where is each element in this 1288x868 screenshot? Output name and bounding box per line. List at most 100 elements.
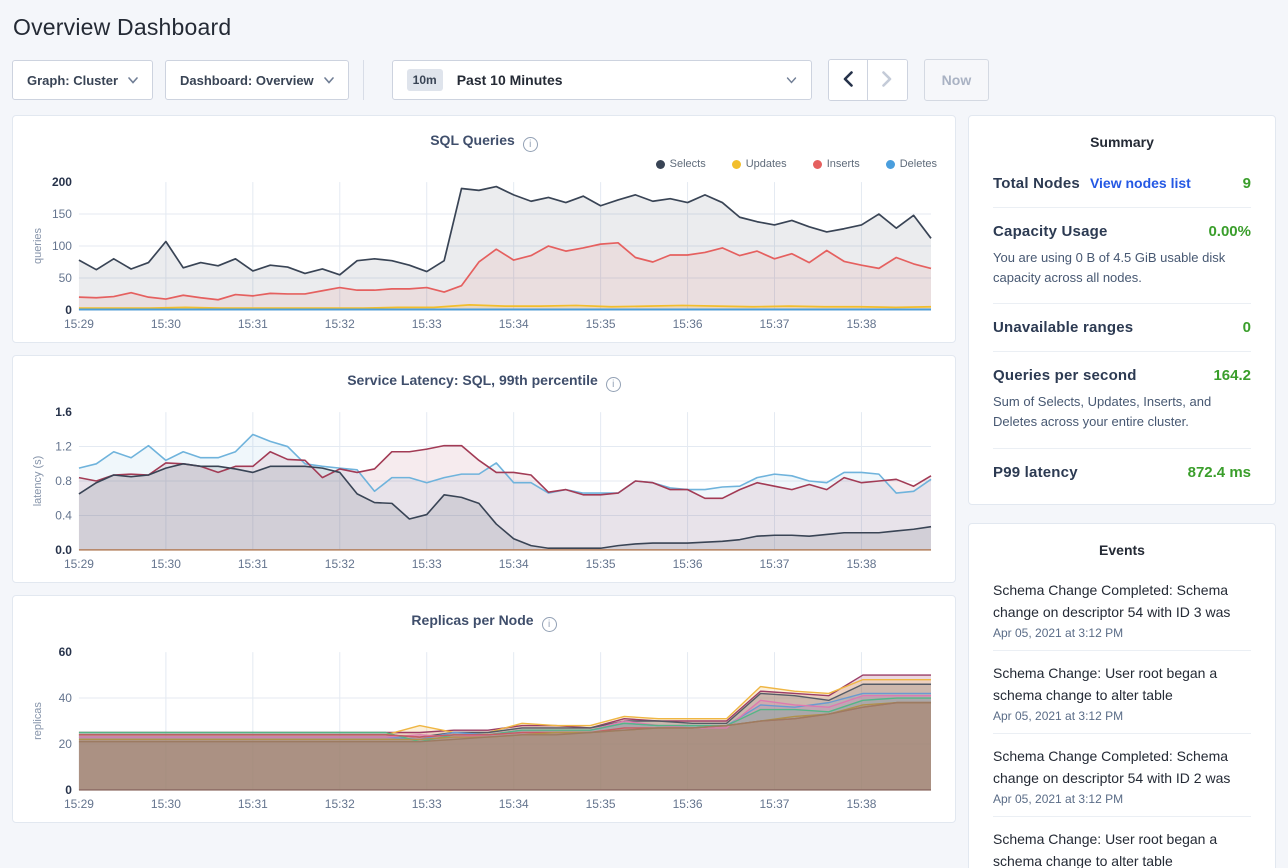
- svg-text:15:32: 15:32: [325, 797, 355, 811]
- svg-text:15:36: 15:36: [673, 797, 703, 811]
- svg-text:40: 40: [59, 691, 73, 705]
- chevron-down-icon: [323, 76, 334, 84]
- event-text: Schema Change: User root began a schema …: [993, 830, 1218, 868]
- info-icon[interactable]: i: [605, 377, 621, 392]
- time-next-button[interactable]: [867, 60, 907, 100]
- event-text: Schema Change Completed: Schema change o…: [993, 747, 1231, 786]
- legend-item[interactable]: Deletes: [885, 156, 937, 172]
- legend-item[interactable]: Inserts: [812, 156, 860, 172]
- time-step-buttons: [827, 59, 908, 101]
- svg-text:15:29: 15:29: [64, 797, 94, 811]
- svg-text:15:38: 15:38: [846, 797, 876, 811]
- svg-text:0.8: 0.8: [55, 474, 72, 488]
- chart-title-row: Replicas per Node i: [29, 608, 939, 632]
- chart-title-row: Service Latency: SQL, 99th percentile i: [29, 368, 939, 392]
- dashboard-dropdown[interactable]: Dashboard: Overview: [165, 60, 349, 100]
- summary-row-label: Total Nodes: [993, 175, 1080, 192]
- summary-row-label: Capacity Usage: [993, 223, 1108, 240]
- svg-text:15:29: 15:29: [64, 317, 94, 331]
- svg-text:15:37: 15:37: [760, 317, 790, 331]
- svg-text:100: 100: [52, 239, 72, 253]
- svg-text:50: 50: [59, 271, 73, 285]
- info-icon[interactable]: i: [522, 137, 538, 152]
- event-date: Apr 05, 2021 at 3:12 PM: [993, 625, 1124, 640]
- summary-panel: Summary Total Nodes View nodes list 9 Capac…: [968, 115, 1276, 505]
- graph-dropdown-label: Graph: Cluster: [27, 72, 119, 88]
- svg-text:15:31: 15:31: [238, 317, 268, 331]
- chart-title: SQL Queries: [430, 132, 515, 148]
- now-button[interactable]: Now: [923, 59, 990, 101]
- svg-text:20: 20: [59, 737, 73, 751]
- svg-text:15:37: 15:37: [760, 797, 790, 811]
- svg-text:0.0: 0.0: [55, 543, 72, 557]
- time-prev-button[interactable]: [828, 60, 868, 100]
- chevron-down-icon: [786, 76, 797, 84]
- replicas-per-node-panel: Replicas per Node i 15:29 15:30 15:31 15:32 1…: [12, 595, 956, 823]
- svg-text:15:38: 15:38: [846, 317, 876, 331]
- summary-row: Unavailable ranges 0: [993, 303, 1251, 351]
- svg-text:150: 150: [52, 207, 72, 221]
- time-range-selector[interactable]: 10m Past 10 Minutes: [391, 60, 812, 100]
- chevron-down-icon: [128, 76, 138, 84]
- charts-column: SQL Queries i Selects Updates Inserts Delete…: [12, 115, 956, 835]
- events-panel: Events Schema Change Completed: Schema c…: [968, 522, 1276, 868]
- svg-text:15:38: 15:38: [846, 557, 876, 571]
- legend-label: Updates: [745, 158, 787, 170]
- svg-text:latency (s): latency (s): [32, 456, 44, 507]
- chevron-right-icon: [882, 70, 892, 90]
- summary-row-value: 0: [1242, 319, 1251, 337]
- graph-dropdown[interactable]: Graph: Cluster: [12, 60, 154, 100]
- svg-text:0: 0: [65, 303, 72, 317]
- summary-row: Queries per second 164.2 Sum of Selects, U…: [993, 351, 1251, 447]
- chart-title-row: SQL Queries i: [29, 128, 939, 152]
- summary-row-subtext: You are using 0 B of 4.5 GiB usable disk…: [993, 250, 1226, 286]
- svg-text:15:35: 15:35: [586, 797, 616, 811]
- svg-text:15:31: 15:31: [238, 557, 268, 571]
- svg-text:200: 200: [52, 175, 72, 189]
- page-title: Overview Dashboard: [13, 14, 232, 40]
- svg-text:15:31: 15:31: [238, 797, 268, 811]
- controls-divider: [362, 60, 364, 100]
- svg-text:15:34: 15:34: [499, 317, 529, 331]
- legend-dot-icon: [812, 159, 822, 169]
- legend-dot-icon: [885, 159, 895, 169]
- info-icon[interactable]: i: [541, 617, 557, 632]
- svg-text:15:37: 15:37: [760, 557, 790, 571]
- chevron-left-icon: [843, 70, 853, 90]
- summary-row-value: 0.00%: [1208, 223, 1251, 240]
- svg-text:15:30: 15:30: [151, 557, 181, 571]
- legend-item[interactable]: Selects: [655, 156, 706, 172]
- summary-row-subtext: Sum of Selects, Updates, Inserts, and De…: [993, 394, 1212, 430]
- legend-label: Deletes: [899, 158, 937, 170]
- event-item: Schema Change: User root began a schema …: [993, 815, 1251, 868]
- sidebar-column: Summary Total Nodes View nodes list 9 Capac…: [968, 115, 1276, 868]
- svg-text:15:34: 15:34: [499, 557, 529, 571]
- main-content: SQL Queries i Selects Updates Inserts Delete…: [0, 115, 1288, 868]
- svg-text:15:33: 15:33: [412, 317, 442, 331]
- summary-row-label: Queries per second: [993, 367, 1137, 385]
- svg-text:15:35: 15:35: [586, 317, 616, 331]
- legend-item[interactable]: Updates: [731, 156, 787, 172]
- summary-row: P99 latency 872.4 ms: [993, 447, 1251, 496]
- view-nodes-list-link[interactable]: View nodes list: [1089, 175, 1191, 191]
- svg-text:15:34: 15:34: [499, 797, 529, 811]
- summary-row-label: P99 latency: [993, 463, 1078, 481]
- summary-title: Summary: [1090, 134, 1154, 150]
- svg-text:15:30: 15:30: [151, 317, 181, 331]
- event-item: Schema Change Completed: Schema change o…: [993, 568, 1251, 650]
- service-latency-chart: 15:29 15:30 15:31 15:32 15:33 15:34 15:35 15:36…: [32, 405, 932, 571]
- svg-text:replicas: replicas: [32, 702, 44, 740]
- svg-text:15:32: 15:32: [325, 317, 355, 331]
- svg-text:15:36: 15:36: [673, 317, 703, 331]
- events-list: Schema Change Completed: Schema change o…: [993, 568, 1251, 868]
- svg-text:15:35: 15:35: [586, 557, 616, 571]
- dashboard-dropdown-label: Dashboard: Overview: [180, 72, 314, 88]
- chart-title: Replicas per Node: [411, 612, 534, 628]
- summary-row-value: 9: [1242, 175, 1251, 192]
- svg-text:1.6: 1.6: [55, 405, 72, 419]
- event-item: Schema Change: User root began a schema …: [993, 649, 1251, 733]
- event-item: Schema Change Completed: Schema change o…: [993, 732, 1251, 816]
- summary-rows: Total Nodes View nodes list 9 Capacity Usag…: [993, 160, 1251, 496]
- summary-row: Total Nodes View nodes list 9: [993, 160, 1251, 207]
